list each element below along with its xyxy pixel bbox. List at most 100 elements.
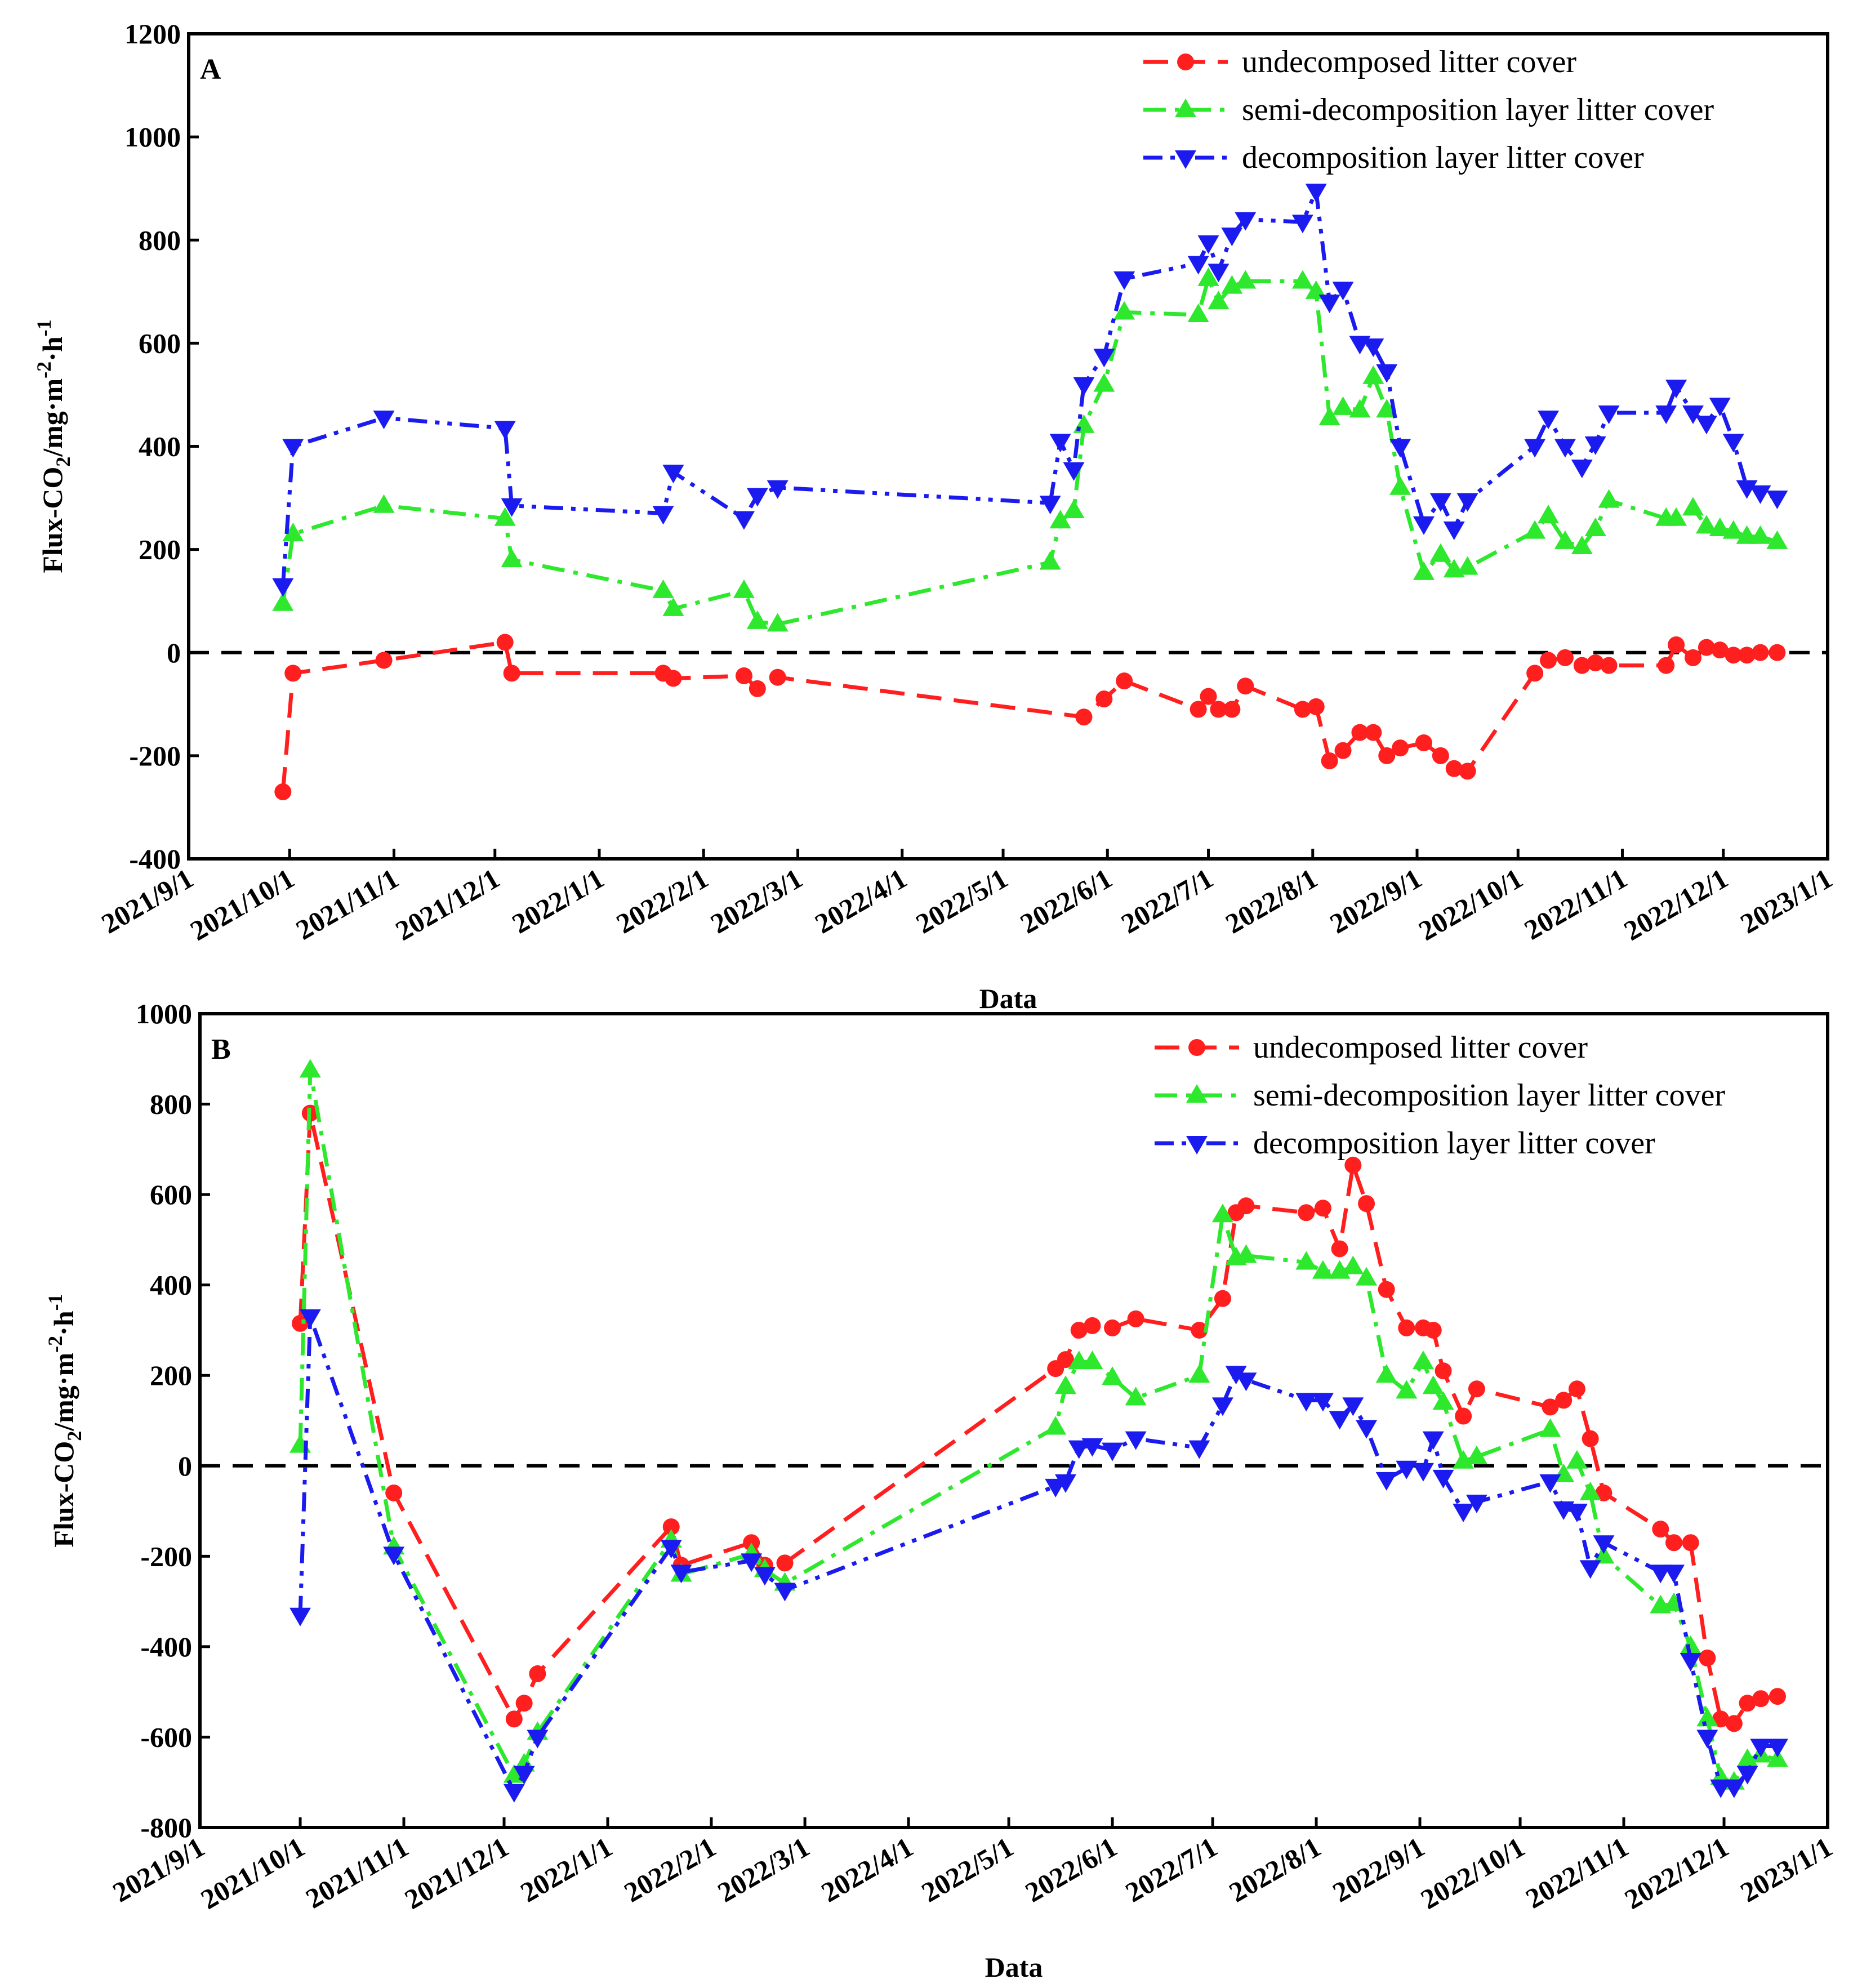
data-point [1736, 480, 1758, 499]
data-point [1412, 1350, 1434, 1370]
data-point [1582, 1430, 1599, 1447]
x-tick-label: 2022/7/1 [1120, 1831, 1223, 1908]
data-point [1329, 1411, 1351, 1430]
data-point [1113, 301, 1135, 320]
panel-a: A Data Flux-CO2/mg·m-2·h-1 -400 -200 0 200 4… [33, 18, 1838, 1014]
y-tick-label: 600 [150, 1179, 192, 1210]
y-tick-label: 1000 [124, 121, 181, 153]
series-circle [292, 1104, 1786, 1732]
series-line [298, 1068, 1778, 1785]
y-tick-label: 400 [150, 1269, 192, 1301]
x-tick-label: 2021/10/1 [185, 862, 300, 947]
data-point [652, 506, 674, 525]
data-point [1766, 491, 1788, 510]
data-point [1663, 1564, 1685, 1584]
x-tick-label: 2022/9/1 [1325, 862, 1427, 939]
legend-label: undecomposed litter cover [1253, 1030, 1588, 1065]
y-tick-label: 200 [150, 1359, 192, 1391]
data-point [1070, 1321, 1088, 1339]
data-point [1049, 510, 1071, 529]
data-point [1039, 551, 1061, 570]
data-point [1057, 1351, 1074, 1369]
legend-label: semi-decomposition layer litter cover [1253, 1078, 1726, 1113]
data-point [665, 670, 682, 687]
data-point [505, 1710, 523, 1728]
x-tick-label: 2022/8/1 [1224, 1831, 1326, 1908]
x-tick-label: 2022/4/1 [809, 862, 912, 939]
data-point [1415, 734, 1432, 751]
data-point [1223, 701, 1241, 718]
data-point [749, 680, 766, 697]
data-point [1712, 1710, 1730, 1728]
x-tick-label: 2022/3/1 [712, 1831, 815, 1908]
data-point [1225, 1366, 1247, 1385]
data-point [1568, 1380, 1585, 1398]
y-tick-label: -400 [129, 843, 181, 875]
data-point [515, 1695, 533, 1712]
data-point [1312, 1393, 1334, 1412]
data-point [1696, 1708, 1718, 1727]
data-point [1187, 256, 1209, 275]
data-point [1432, 1391, 1454, 1410]
data-point [1554, 439, 1576, 458]
data-point [513, 1766, 535, 1785]
data-point [1725, 1715, 1743, 1732]
data-point [1524, 520, 1546, 539]
data-point [1738, 647, 1756, 664]
x-tick-label: 2022/11/1 [1520, 1831, 1633, 1915]
data-point [1749, 525, 1771, 544]
data-point [1342, 1397, 1364, 1416]
data-point [1443, 521, 1465, 540]
data-point [1571, 460, 1593, 479]
data-point [1063, 499, 1085, 518]
data-point [1081, 1438, 1103, 1457]
data-point [1554, 530, 1576, 549]
data-point [1127, 1310, 1144, 1327]
data-point [529, 1665, 546, 1683]
x-tick-label: 2022/1/1 [507, 862, 609, 939]
y-tick-label: 400 [139, 431, 181, 462]
x-tick-label: 2022/11/1 [1519, 862, 1632, 946]
data-point [1684, 649, 1701, 666]
x-tick-label: 2022/10/1 [1415, 1831, 1530, 1915]
data-point [1680, 1652, 1701, 1671]
x-tick-label: 2021/12/1 [390, 862, 505, 947]
series-triangle-down [289, 1309, 1788, 1803]
x-tick-label: 2022/4/1 [816, 1831, 919, 1908]
data-point [1075, 708, 1093, 726]
y-axis-title: Flux-CO2/mg·m-2·h-1 [33, 319, 74, 573]
series-group [272, 184, 1788, 800]
data-point [1587, 654, 1604, 672]
data-point [1465, 1445, 1487, 1464]
data-point [1208, 264, 1230, 283]
data-point [1063, 462, 1085, 481]
data-point [1342, 1255, 1364, 1274]
data-point [1584, 518, 1606, 536]
data-point [1389, 439, 1411, 458]
data-point [1378, 747, 1396, 764]
data-point [1429, 493, 1451, 512]
data-point [375, 652, 393, 669]
data-point [1235, 212, 1257, 231]
data-point [1435, 1362, 1452, 1380]
data-point [1598, 405, 1620, 424]
data-point [1054, 1375, 1076, 1394]
data-point [1351, 724, 1369, 741]
data-point [1356, 1420, 1378, 1439]
data-point [1766, 1748, 1788, 1767]
data-point [1291, 270, 1313, 289]
data-point [1722, 520, 1744, 539]
series-circle [274, 634, 1786, 800]
data-point [1453, 1504, 1475, 1523]
plot-frame [198, 1012, 1829, 1829]
data-point [289, 1607, 311, 1626]
data-point [1539, 1418, 1561, 1437]
data-point [501, 548, 523, 567]
data-point [272, 592, 294, 611]
data-point [1655, 405, 1677, 424]
y-tick-label: -200 [140, 1540, 192, 1572]
legend-marker [1175, 150, 1196, 169]
data-point [1188, 1364, 1210, 1383]
series-line [298, 1314, 1778, 1794]
data-point [1049, 434, 1071, 453]
